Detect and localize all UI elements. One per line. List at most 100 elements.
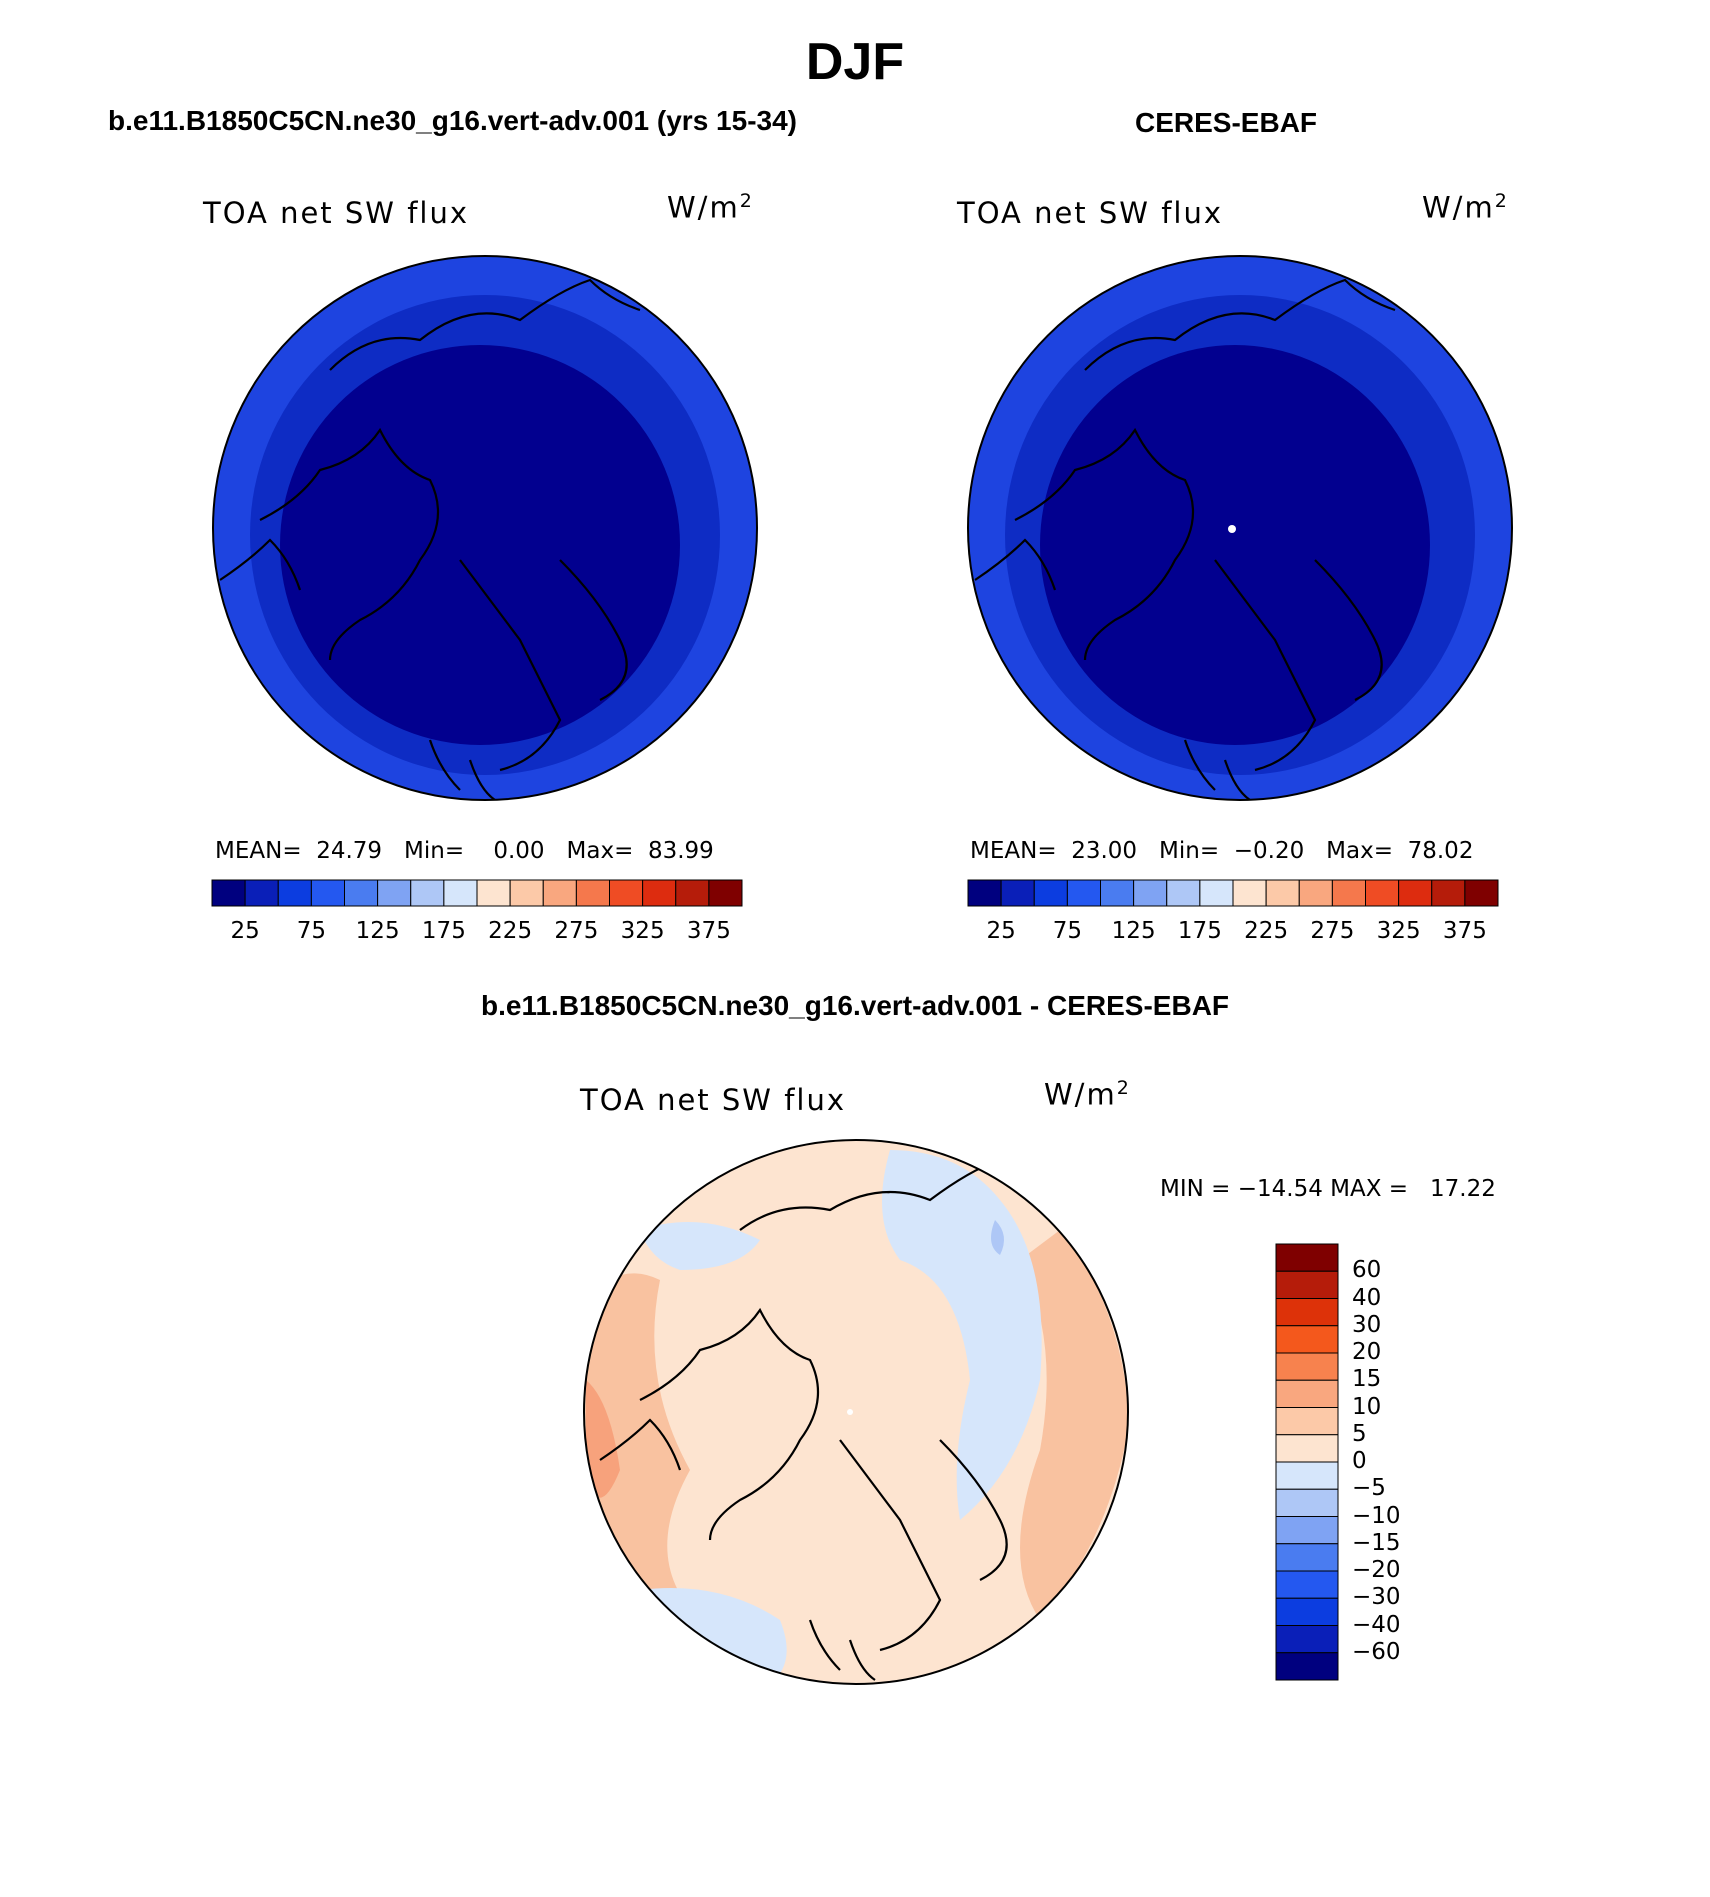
- colorbar-obs-swatch: [1464, 879, 1499, 907]
- colorbar-diff-tick-label: −30: [1352, 1584, 1401, 1611]
- colorbar-obs-swatch: [1365, 879, 1400, 907]
- colorbar-obs-swatch: [1398, 879, 1433, 907]
- colorbar-obs-swatch: [1298, 879, 1333, 907]
- map-model-border: [212, 255, 758, 801]
- colorbar-obs-swatch: [1431, 879, 1466, 907]
- colorbar-obs-swatch: [1331, 879, 1366, 907]
- map-diff-border: [583, 1139, 1129, 1685]
- colorbar-obs-swatch: [1066, 879, 1101, 907]
- unit-label-model: W/m2: [667, 190, 754, 225]
- colorbar-model-tick-label: 225: [488, 918, 533, 944]
- stats-diff: MIN = −14.54 MAX = 17.22: [1160, 1176, 1496, 1202]
- colorbar-diff-tick-label: 15: [1352, 1366, 1382, 1393]
- map-obs-border: [967, 255, 1513, 801]
- colorbar-model-swatch: [344, 879, 379, 907]
- colorbar-diff-swatch: [1275, 1625, 1339, 1654]
- colorbar-diff-swatch: [1275, 1270, 1339, 1299]
- map-obs-coastlines: [974, 278, 1396, 800]
- colorbar-model-tick-label: 325: [620, 918, 665, 944]
- colorbar-obs-swatch: [1100, 879, 1135, 907]
- colorbar-diff-tick-label: −5: [1352, 1475, 1386, 1502]
- colorbar-diff-ticks: 60 40 30 20 15 10 5 0 −5 −10 −15 −20 −30 −40 −60: [1352, 1244, 1452, 1682]
- colorbar-model-swatch: [675, 879, 710, 907]
- map-diff-warm-right: [1020, 1230, 1128, 1620]
- figure-title: DJF: [805, 33, 905, 91]
- colorbar-model-swatch: [642, 879, 677, 907]
- polar-map-obs: [968, 256, 1512, 800]
- colorbar-model-swatch: [377, 879, 412, 907]
- field-label-diff: TOA net SW flux: [580, 1083, 847, 1117]
- colorbar-diff-swatch: [1275, 1434, 1339, 1463]
- colorbar-obs-swatch: [1000, 879, 1035, 907]
- field-label-model: TOA net SW flux: [203, 196, 470, 230]
- colorbar-diff-tick-label: 10: [1352, 1393, 1382, 1420]
- colorbar-obs-ticks: 25 75 125 175 225 275 325 375: [968, 918, 1498, 948]
- pole-point-diff: [847, 1409, 853, 1415]
- colorbar-model: [211, 879, 743, 907]
- colorbar-model-tick-label: 75: [296, 918, 327, 944]
- unit-label-obs: W/m2: [1422, 190, 1509, 225]
- colorbar-model-tick-label: 375: [686, 918, 731, 944]
- colorbar-obs-swatch: [1133, 879, 1168, 907]
- colorbar-model-swatch: [244, 879, 279, 907]
- colorbar-model-swatch: [211, 879, 246, 907]
- map-model-inner-band: [280, 345, 680, 745]
- colorbar-obs: [967, 879, 1499, 907]
- colorbar-obs-swatch: [1166, 879, 1201, 907]
- colorbar-model-swatch: [443, 879, 478, 907]
- colorbar-obs-swatch: [1265, 879, 1300, 907]
- colorbar-obs-tick-label: 375: [1442, 918, 1487, 944]
- colorbar-diff-tick-label: 20: [1352, 1339, 1382, 1365]
- colorbar-diff-swatch: [1275, 1379, 1339, 1408]
- colorbar-model-swatch: [575, 879, 610, 907]
- colorbar-diff-tick-label: −20: [1352, 1557, 1401, 1583]
- colorbar-obs-tick-label: 175: [1177, 918, 1222, 944]
- colorbar-obs-tick-label: 125: [1111, 918, 1156, 944]
- stats-model: MEAN= 24.79 Min= 0.00 Max= 83.99: [215, 838, 714, 864]
- colorbar-model-swatch: [310, 879, 345, 907]
- colorbar-diff-swatch: [1275, 1488, 1339, 1517]
- map-diff-cool2: [991, 1220, 1004, 1255]
- colorbar-model-tick-label: 25: [230, 918, 260, 944]
- unit-label-diff: W/m2: [1044, 1077, 1131, 1112]
- colorbar-model-tick-label: 175: [421, 918, 466, 944]
- map-obs-inner-band: [1040, 345, 1430, 745]
- colorbar-diff-tick-label: 5: [1352, 1420, 1367, 1447]
- panel-title-obs: CERES-EBAF: [1135, 107, 1318, 138]
- colorbar-obs-swatch: [1232, 879, 1267, 907]
- colorbar-diff-swatch: [1275, 1298, 1339, 1327]
- colorbar-diff-swatch: [1275, 1543, 1339, 1572]
- colorbar-diff-tick-label: −40: [1352, 1611, 1401, 1638]
- colorbar-diff-swatch: [1275, 1325, 1339, 1354]
- colorbar-model-swatch: [410, 879, 445, 907]
- colorbar-obs-swatch: [1033, 879, 1068, 907]
- colorbar-diff-swatch: [1275, 1597, 1339, 1626]
- colorbar-diff-tick-label: −10: [1352, 1502, 1401, 1529]
- stats-obs: MEAN= 23.00 Min= −0.20 Max= 78.02: [970, 838, 1474, 864]
- colorbar-diff-tick-label: 60: [1352, 1257, 1382, 1284]
- colorbar-diff-tick-label: −15: [1352, 1529, 1401, 1556]
- colorbar-obs-tick-label: 225: [1244, 918, 1289, 944]
- colorbar-diff: [1275, 1243, 1339, 1681]
- colorbar-obs-swatch: [967, 879, 1002, 907]
- colorbar-model-tick-label: 125: [355, 918, 400, 944]
- map-model-coastlines: [219, 278, 641, 800]
- polar-map-diff: [584, 1140, 1128, 1684]
- colorbar-model-swatch: [708, 879, 743, 907]
- colorbar-diff-tick-label: 30: [1352, 1311, 1382, 1338]
- colorbar-obs-tick-label: 275: [1310, 918, 1355, 944]
- colorbar-model-swatch: [609, 879, 644, 907]
- colorbar-obs-swatch: [1199, 879, 1234, 907]
- colorbar-diff-swatch: [1275, 1243, 1339, 1272]
- map-diff-warm2-left: [586, 1380, 620, 1498]
- colorbar-diff-tick-label: 0: [1352, 1448, 1367, 1474]
- colorbar-obs-tick-label: 75: [1052, 918, 1083, 944]
- colorbar-model-ticks: 25 75 125 175 225 275 325 375: [212, 918, 742, 948]
- field-label-obs: TOA net SW flux: [957, 196, 1224, 230]
- colorbar-model-tick-label: 275: [554, 918, 599, 944]
- colorbar-model-swatch: [542, 879, 577, 907]
- colorbar-model-swatch: [277, 879, 312, 907]
- colorbar-diff-swatch: [1275, 1516, 1339, 1545]
- pole-point: [1228, 525, 1236, 533]
- panel-title-diff: b.e11.B1850C5CN.ne30_g16.vert-adv.001 - …: [480, 990, 1230, 1021]
